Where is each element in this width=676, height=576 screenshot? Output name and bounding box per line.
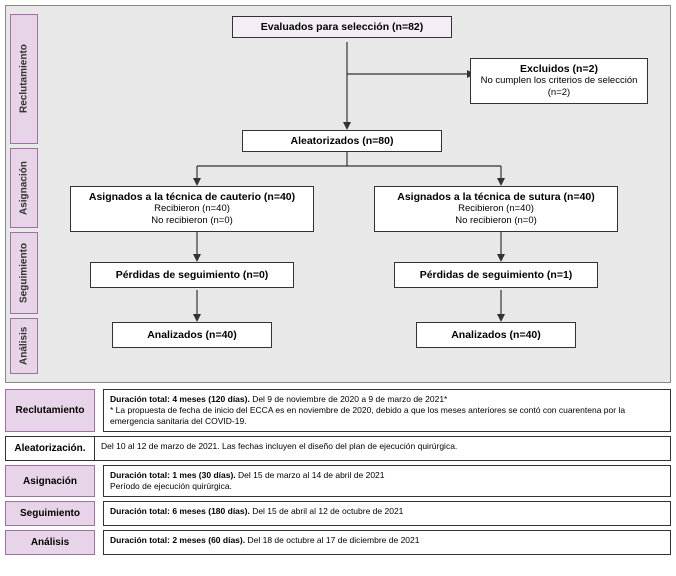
- legend-analisis-bold: Duración total: 2 meses (60 días).: [110, 535, 245, 545]
- arm-b-asignados-l1: Recibieron (n=40): [383, 203, 609, 215]
- box-arm-b-asignados: Asignados a la técnica de sutura (n=40) …: [374, 186, 618, 232]
- flowchart-panel: Reclutamiento Asignación Seguimiento Aná…: [5, 5, 671, 383]
- legend-text-reclutamiento: Duración total: 4 meses (120 días). Del …: [103, 389, 671, 432]
- legend-reclutamiento-bold: Duración total: 4 meses (120 días).: [110, 394, 250, 404]
- box-aleatorizados: Aleatorizados (n=80): [242, 130, 442, 152]
- evaluados-title: Evaluados para selección (n=82): [241, 21, 443, 33]
- box-evaluados: Evaluados para selección (n=82): [232, 16, 452, 38]
- legend-tag-asignacion: Asignación: [5, 465, 95, 497]
- arm-b-analizados-title: Analizados (n=40): [423, 329, 569, 341]
- legend-text-seguimiento: Duración total: 6 meses (180 días). Del …: [103, 501, 671, 526]
- stage-analisis: Análisis: [10, 318, 38, 374]
- box-arm-b-perdidas: Pérdidas de seguimiento (n=1): [394, 262, 598, 288]
- stage-reclutamiento: Reclutamiento: [10, 14, 38, 144]
- box-excluidos: Excluidos (n=2) No cumplen los criterios…: [470, 58, 648, 104]
- legend-asignacion-rest: Del 15 de marzo al 14 de abril de 2021: [236, 470, 385, 480]
- box-arm-a-analizados: Analizados (n=40): [112, 322, 272, 348]
- legend-reclutamiento-rest: Del 9 de noviembre de 2020 a 9 de marzo …: [250, 394, 448, 404]
- legend-tag-aleatorizacion: Aleatorización.: [5, 436, 95, 461]
- excluidos-sub: No cumplen los criterios de selección (n…: [479, 75, 639, 99]
- box-arm-b-analizados: Analizados (n=40): [416, 322, 576, 348]
- legend-aleatorizacion-rest: Del 10 al 12 de marzo de 2021. Las fecha…: [101, 441, 457, 451]
- box-arm-a-perdidas: Pérdidas de seguimiento (n=0): [90, 262, 294, 288]
- legend-tag-analisis: Análisis: [5, 530, 95, 555]
- legend-aleatorizacion: Aleatorización. Del 10 al 12 de marzo de…: [5, 436, 671, 461]
- legend-text-aleatorizacion: Del 10 al 12 de marzo de 2021. Las fecha…: [95, 436, 671, 461]
- arm-a-asignados-title: Asignados a la técnica de cauterio (n=40…: [79, 191, 305, 203]
- legend-aleatorizacion-label: Aleatorización.: [14, 443, 85, 454]
- legend-asignacion-bold: Duración total: 1 mes (30 días).: [110, 470, 236, 480]
- legend-asignacion-note: Período de ejecución quirúrgica.: [110, 481, 232, 491]
- aleatorizados-title: Aleatorizados (n=80): [251, 135, 433, 147]
- legend-analisis: Análisis Duración total: 2 meses (60 día…: [5, 530, 671, 555]
- legend-reclutamiento: Reclutamiento Duración total: 4 meses (1…: [5, 389, 671, 432]
- legend-reclutamiento-note: * La propuesta de fecha de inicio del EC…: [110, 405, 625, 426]
- arm-a-perdidas-title: Pérdidas de seguimiento (n=0): [97, 269, 287, 281]
- arm-b-asignados-title: Asignados a la técnica de sutura (n=40): [383, 191, 609, 203]
- legend-seguimiento: Seguimiento Duración total: 6 meses (180…: [5, 501, 671, 526]
- arm-a-analizados-title: Analizados (n=40): [119, 329, 265, 341]
- arm-b-perdidas-title: Pérdidas de seguimiento (n=1): [401, 269, 591, 281]
- legend-seguimiento-rest: Del 15 de abril al 12 de octubre de 2021: [250, 506, 404, 516]
- excluidos-title: Excluidos (n=2): [479, 63, 639, 75]
- stage-seguimiento: Seguimiento: [10, 232, 38, 314]
- arm-a-asignados-l1: Recibieron (n=40): [79, 203, 305, 215]
- legend-tag-seguimiento: Seguimiento: [5, 501, 95, 526]
- legend-seguimiento-bold: Duración total: 6 meses (180 días).: [110, 506, 250, 516]
- legend-text-analisis: Duración total: 2 meses (60 días). Del 1…: [103, 530, 671, 555]
- legend-analisis-rest: Del 18 de octubre al 17 de diciembre de …: [245, 535, 419, 545]
- arm-a-asignados-l2: No recibieron (n=0): [79, 215, 305, 227]
- legend-asignacion: Asignación Duración total: 1 mes (30 día…: [5, 465, 671, 497]
- stage-asignacion: Asignación: [10, 148, 38, 228]
- stage-labels-column: Reclutamiento Asignación Seguimiento Aná…: [10, 14, 38, 374]
- arm-b-asignados-l2: No recibieron (n=0): [383, 215, 609, 227]
- legend-text-asignacion: Duración total: 1 mes (30 días). Del 15 …: [103, 465, 671, 497]
- flow-area: Evaluados para selección (n=82) Excluido…: [42, 14, 662, 372]
- box-arm-a-asignados: Asignados a la técnica de cauterio (n=40…: [70, 186, 314, 232]
- legend-tag-reclutamiento: Reclutamiento: [5, 389, 95, 432]
